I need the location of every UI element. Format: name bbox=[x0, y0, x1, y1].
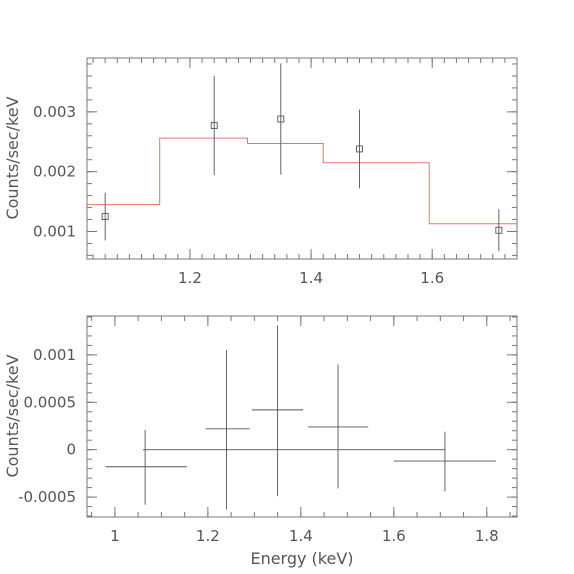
top-y-tick-label: 0.001 bbox=[33, 222, 76, 240]
residual-point bbox=[393, 431, 497, 492]
bottom-x-tick-label: 1.6 bbox=[382, 527, 406, 545]
top-y-tick-label: 0.002 bbox=[33, 163, 76, 181]
bottom-y-tick-label: 0.001 bbox=[33, 346, 76, 364]
top-model-step-line bbox=[87, 137, 517, 225]
data-point-square-marker bbox=[101, 213, 109, 220]
data-point bbox=[495, 209, 503, 252]
residual-point bbox=[105, 429, 187, 505]
data-point bbox=[277, 63, 285, 175]
top-x-tick-label: 1.2 bbox=[178, 269, 202, 287]
bottom-panel: 1 1.2 1.4 1.6 1.8 -0.0005 0 0.0005 0.001 Counts/… bbox=[3, 315, 518, 568]
model-step-line bbox=[87, 137, 517, 225]
top-panel: 1.2 1.4 1.6 0.001 0.002 0.003 Counts/sec/keV bbox=[3, 57, 518, 287]
data-point-square-marker bbox=[277, 115, 285, 123]
residual-point bbox=[252, 325, 304, 497]
top-data-points bbox=[101, 63, 503, 252]
top-x-tick-label: 1.4 bbox=[299, 269, 323, 287]
residual-point bbox=[205, 350, 250, 510]
bottom-x-tick-label: 1.4 bbox=[289, 527, 313, 545]
data-point bbox=[356, 109, 363, 189]
top-y-axis-label: Counts/sec/keV bbox=[3, 96, 22, 219]
bottom-x-tick-label: 1.2 bbox=[196, 527, 220, 545]
top-tick-marks bbox=[87, 58, 518, 259]
data-point bbox=[101, 192, 109, 241]
top-x-tick-label: 1.6 bbox=[420, 269, 444, 287]
bottom-y-tick-label: 0.0005 bbox=[24, 393, 77, 411]
residual-point bbox=[307, 364, 369, 489]
data-point-square-marker bbox=[210, 122, 218, 130]
bottom-tick-marks bbox=[87, 316, 517, 517]
data-point-square-marker bbox=[495, 226, 503, 234]
top-y-tick-label: 0.003 bbox=[33, 103, 76, 121]
top-plot-frame bbox=[86, 57, 518, 260]
data-point-square-marker bbox=[356, 145, 363, 153]
bottom-x-tick-label: 1 bbox=[110, 527, 120, 545]
bottom-y-tick-label: -0.0005 bbox=[18, 488, 76, 506]
bottom-y-axis-label: Counts/sec/keV bbox=[3, 354, 22, 477]
bottom-tick-labels: 1 1.2 1.4 1.6 1.8 -0.0005 0 0.0005 0.001 bbox=[18, 346, 499, 545]
bottom-x-tick-label: 1.8 bbox=[475, 527, 499, 545]
bottom-x-axis-label: Energy (keV) bbox=[250, 549, 353, 568]
bottom-y-tick-label: 0 bbox=[66, 441, 76, 459]
bottom-residual-points bbox=[105, 325, 497, 510]
bottom-plot-frame bbox=[86, 315, 518, 518]
data-point bbox=[210, 75, 218, 176]
top-tick-labels: 1.2 1.4 1.6 0.001 0.002 0.003 bbox=[33, 103, 444, 287]
